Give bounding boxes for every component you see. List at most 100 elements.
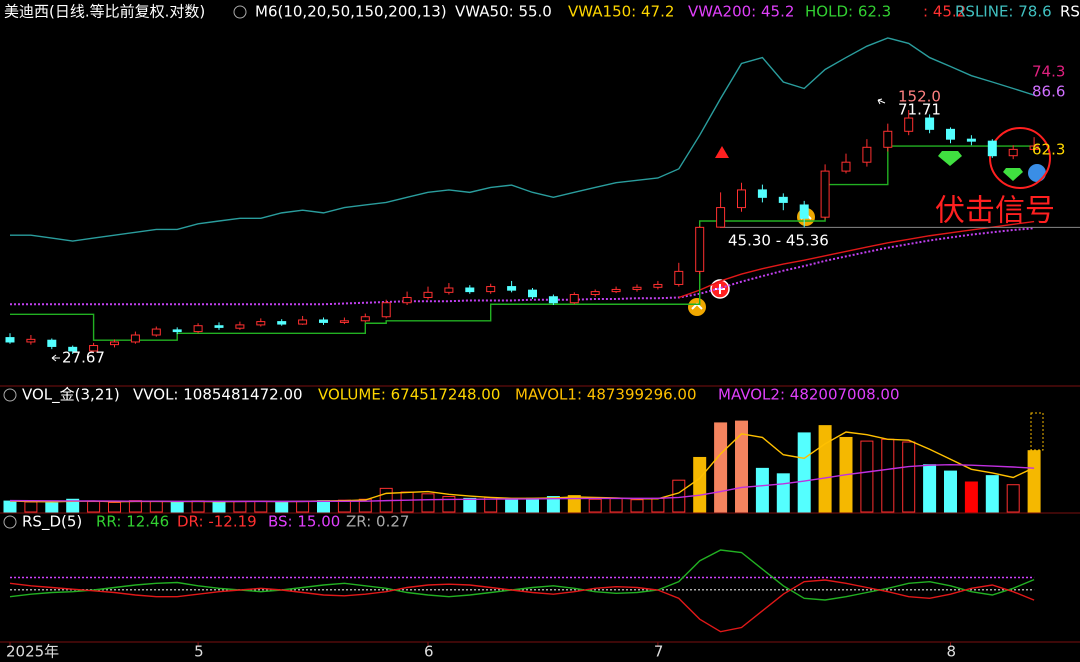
settings-icon[interactable] <box>233 5 247 19</box>
candle-body <box>214 325 224 328</box>
annotation: 27.67 <box>62 349 105 367</box>
candle-body <box>68 346 78 352</box>
x-tick-label: 8 <box>947 643 957 661</box>
candle-body <box>151 328 161 336</box>
annotation: 伏击信号 <box>935 194 1055 229</box>
volume-bar <box>87 501 101 513</box>
candle-body <box>26 338 36 343</box>
annotation: 86.6 <box>1032 83 1065 101</box>
volume-bar <box>463 497 477 513</box>
candle-body <box>89 345 99 352</box>
candle-body <box>799 204 809 219</box>
candle-body <box>298 319 308 325</box>
series-line <box>10 227 1035 306</box>
signal-globe <box>1028 164 1046 182</box>
candle-body <box>653 283 663 288</box>
volume-bar <box>191 500 205 513</box>
volume-bar <box>776 473 790 513</box>
candle-body <box>402 296 412 304</box>
volume-bar <box>630 499 644 513</box>
volume-bar <box>923 464 937 513</box>
annotation: 45.30 - 45.36 <box>728 232 829 250</box>
volume-bar <box>881 438 895 513</box>
volume-bar <box>1006 484 1020 513</box>
volume-bar <box>651 497 665 513</box>
candle-body <box>966 138 976 142</box>
volume-bar <box>818 425 832 513</box>
candle-body <box>1029 145 1039 150</box>
signal-triangle <box>715 146 729 158</box>
series-line <box>9 549 1035 601</box>
volume-bar <box>1027 450 1041 513</box>
candle-body <box>841 161 851 172</box>
panel-header: DR: -12.19 <box>177 513 257 531</box>
candle-body <box>820 170 830 218</box>
candle-body <box>444 287 454 293</box>
panel-header: VOL_金(3,21) <box>22 386 120 405</box>
volume-bar <box>128 500 142 513</box>
signal-badge <box>688 298 706 316</box>
panel-header: 美迪西(日线.等比前复权.对数) <box>4 3 205 21</box>
annotation: 62.3 <box>1032 141 1065 159</box>
candle-body <box>611 288 621 293</box>
volume-bar <box>546 496 560 513</box>
settings-icon[interactable] <box>3 515 17 529</box>
volume-bar <box>45 502 59 513</box>
candle-body <box>465 287 475 293</box>
candle-body <box>277 321 287 325</box>
volume-bar <box>149 500 163 513</box>
volume-bar <box>714 422 728 513</box>
volume-bar <box>755 467 769 513</box>
candle-body <box>987 140 997 157</box>
candle-body <box>757 189 767 198</box>
panel-header: M6(10,20,50,150,200,13) <box>255 3 447 21</box>
volume-bar <box>672 479 686 513</box>
volume-bar <box>505 498 519 513</box>
volume-bar <box>421 493 435 513</box>
panel-header: MAVOL1: 487399296.00 <box>515 386 697 404</box>
signal-highlight-circle <box>989 127 1051 189</box>
annotation: 152.0 <box>898 88 941 106</box>
candle-body <box>590 291 600 296</box>
panel-header: RS <box>1060 3 1080 21</box>
panel-header: HOLD: 62.3 <box>805 3 891 21</box>
candle-body <box>925 117 935 130</box>
panel-header: VOLUME: 674517248.00 <box>318 386 500 404</box>
volume-marker-box <box>1030 412 1044 451</box>
signal-diamond <box>1003 168 1023 181</box>
volume-bar <box>985 475 999 513</box>
candle-body <box>319 319 328 323</box>
candle-body <box>172 329 182 333</box>
settings-icon[interactable] <box>3 388 17 402</box>
candle-body <box>548 296 558 304</box>
panel-header: VWA150: 47.2 <box>568 3 674 21</box>
candle-body <box>862 146 872 163</box>
volume-bar <box>609 497 623 513</box>
candle-body <box>486 286 496 293</box>
volume-bar <box>66 498 80 513</box>
candle-body <box>235 324 245 329</box>
candle-body <box>130 334 140 343</box>
candle-body <box>904 117 914 132</box>
x-tick-label: 7 <box>654 643 664 661</box>
series-line <box>10 37 1035 242</box>
candle-body <box>360 316 370 322</box>
candle-body <box>674 270 684 285</box>
volume-bar <box>400 491 414 513</box>
volume-bar <box>170 501 184 513</box>
candle-body <box>507 286 517 291</box>
volume-bar <box>860 440 874 513</box>
volume-bar <box>567 495 581 513</box>
volume-bar <box>944 470 957 513</box>
candle-body <box>339 320 349 323</box>
series-line <box>10 145 1035 341</box>
panel-header: BS: 15.00 <box>268 513 340 531</box>
candle-body <box>946 128 955 140</box>
signal-plus-cross <box>715 284 725 294</box>
panel-header: RR: 12.46 <box>96 513 169 531</box>
candle-body <box>695 226 705 272</box>
annotation-arrow <box>51 354 60 362</box>
volume-bar <box>108 501 121 513</box>
candle-body <box>632 286 642 290</box>
